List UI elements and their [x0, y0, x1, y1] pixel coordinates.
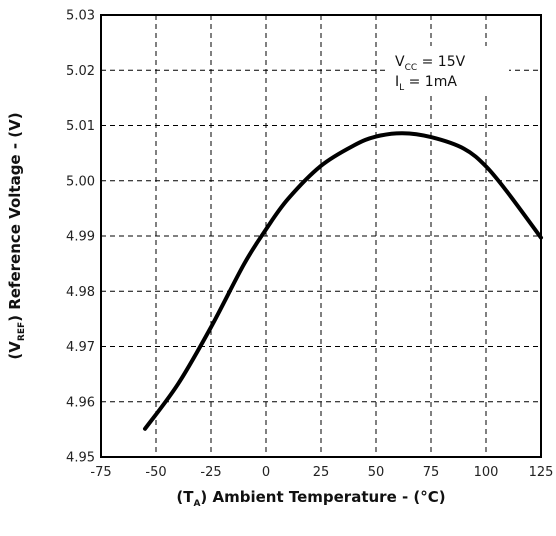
x-tick-label: -50 — [145, 465, 166, 480]
y-axis-label: (VREF) Reference Voltage - (V) — [6, 112, 27, 359]
y-tick-label: 5.01 — [66, 119, 95, 134]
y-tick-label: 4.95 — [66, 451, 95, 466]
x-tick-label: 100 — [474, 465, 499, 480]
y-tick-label: 4.99 — [66, 230, 95, 245]
x-tick-label: -25 — [200, 465, 221, 480]
y-tick-label: 5.02 — [66, 64, 95, 79]
x-tick-label: 25 — [313, 465, 330, 480]
y-tick-label: 4.96 — [66, 395, 95, 410]
annotation-background — [387, 46, 509, 94]
x-tick-label: 125 — [529, 465, 554, 480]
series-line — [143, 131, 543, 431]
series-layer — [143, 131, 543, 431]
x-tick-label: 75 — [423, 465, 440, 480]
y-tick-label: 5.00 — [66, 174, 95, 189]
y-tick-label: 5.03 — [66, 9, 95, 24]
plot-frame — [100, 14, 542, 458]
x-tick-label: -75 — [90, 465, 111, 480]
x-axis-label: (TA) Ambient Temperature - (°C) — [176, 488, 445, 509]
tick-labels: -75 -50 -25 0 25 50 75 100 125 4.95 4.96 4.97 4.98 4.… — [66, 9, 553, 481]
x-tick-label: 0 — [262, 465, 270, 480]
x-tick-label: 50 — [368, 465, 385, 480]
y-tick-label: 4.97 — [66, 340, 95, 355]
annotation-line: IL = 1mA — [395, 74, 457, 93]
y-tick-label: 4.98 — [66, 285, 95, 300]
annotation-line: VCC = 15V — [395, 54, 466, 73]
